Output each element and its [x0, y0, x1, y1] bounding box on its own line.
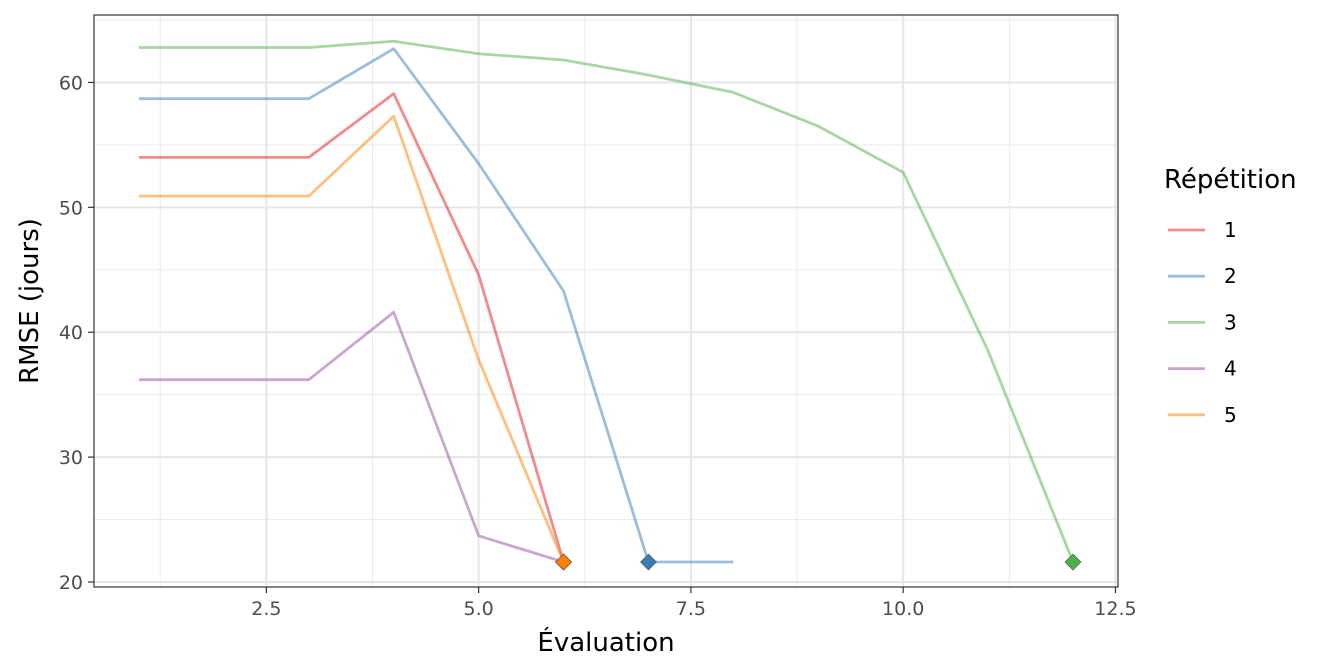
series-lines	[139, 39, 1075, 564]
end-markers	[555, 553, 1082, 571]
grid	[94, 15, 1118, 587]
series-line-2	[139, 47, 734, 564]
legend-label-5: 5	[1224, 403, 1237, 427]
x-tick-label: 5.0	[464, 598, 494, 620]
legend-items: 1 2 3 4 5	[1168, 218, 1237, 427]
x-tick-label: 2.5	[251, 598, 281, 620]
series-line-1	[139, 92, 565, 563]
legend-label-4: 4	[1224, 357, 1237, 381]
legend-label-2: 2	[1224, 264, 1237, 288]
panel-border	[93, 14, 1119, 588]
marker-series-5	[555, 553, 572, 571]
marker-series-2	[640, 553, 657, 571]
y-tick-label: 60	[59, 72, 83, 94]
marker-series-3	[1064, 553, 1082, 571]
series-line-4	[139, 310, 564, 564]
y-axis-title: RMSE (jours)	[15, 218, 45, 384]
y-tick-label: 50	[59, 197, 83, 219]
series-line-5	[139, 114, 565, 563]
legend-label-3: 3	[1224, 310, 1237, 334]
legend-label-1: 1	[1224, 218, 1237, 242]
y-tick-label: 30	[59, 447, 83, 469]
y-axis: 20 30 40 50 60	[59, 72, 94, 594]
x-tick-label: 12.5	[1094, 598, 1136, 620]
x-tick-label: 10.0	[882, 598, 924, 620]
legend-title: Répétition	[1164, 165, 1297, 195]
x-tick-label: 7.5	[676, 598, 706, 620]
y-tick-label: 40	[59, 322, 83, 344]
legend: Répétition 1 2 3 4 5	[1164, 165, 1297, 427]
x-axis-title: Évaluation	[537, 626, 674, 658]
x-axis: 2.5 5.0 7.5 10.0 12.5	[251, 587, 1137, 620]
y-tick-label: 20	[59, 572, 83, 594]
series-line-3	[139, 39, 1075, 563]
